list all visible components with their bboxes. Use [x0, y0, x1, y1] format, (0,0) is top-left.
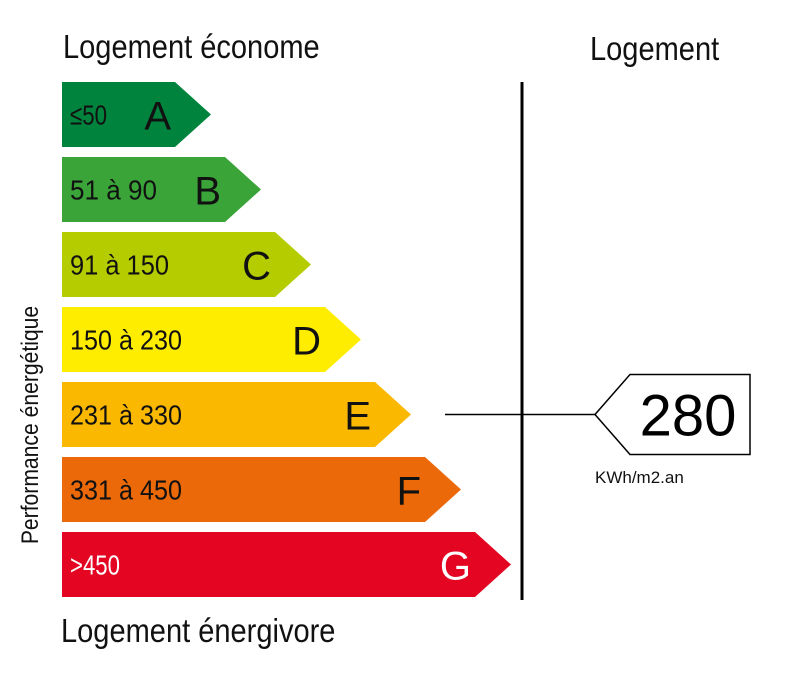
energy-class-c: 91 à 150 C — [62, 232, 311, 297]
class-bar-e — [62, 382, 411, 447]
energy-class-e: 231 à 330 E — [62, 382, 411, 447]
class-range-label: ≤50 — [70, 100, 107, 131]
class-letter: C — [242, 245, 271, 289]
class-letter: A — [144, 95, 171, 139]
class-bar-g — [62, 532, 511, 597]
class-letter: G — [440, 545, 471, 589]
class-letter: E — [344, 395, 371, 439]
class-bar-d — [62, 307, 361, 372]
energy-class-a: ≤50 A — [62, 82, 211, 147]
class-range-label: 150 à 230 — [70, 325, 182, 356]
energy-class-f: 331 à 450 F — [62, 457, 461, 522]
chart-title: Logement économe — [63, 28, 320, 65]
class-bar-b — [62, 157, 261, 222]
class-range-label: 91 à 150 — [70, 250, 169, 281]
class-bar-a — [62, 82, 211, 147]
class-range-label: 51 à 90 — [70, 175, 157, 206]
unit-label: KWh/m2.an — [595, 468, 684, 487]
energy-class-g: >450 G — [62, 532, 511, 597]
class-range-label: 231 à 330 — [70, 400, 182, 431]
class-letter: B — [194, 170, 221, 214]
class-letter: D — [292, 320, 321, 364]
class-bar-c — [62, 232, 311, 297]
class-range-label: 331 à 450 — [70, 475, 182, 506]
class-range-label: >450 — [70, 550, 120, 581]
value-label: 280 — [640, 384, 737, 449]
chart-footer: Logement énergivore — [61, 612, 336, 649]
energy-class-d: 150 à 230 D — [62, 307, 361, 372]
column-header: Logement — [590, 30, 720, 67]
energy-class-b: 51 à 90 B — [62, 157, 261, 222]
class-letter: F — [397, 470, 421, 514]
class-bar-f — [62, 457, 461, 522]
value-indicator — [594, 373, 751, 456]
